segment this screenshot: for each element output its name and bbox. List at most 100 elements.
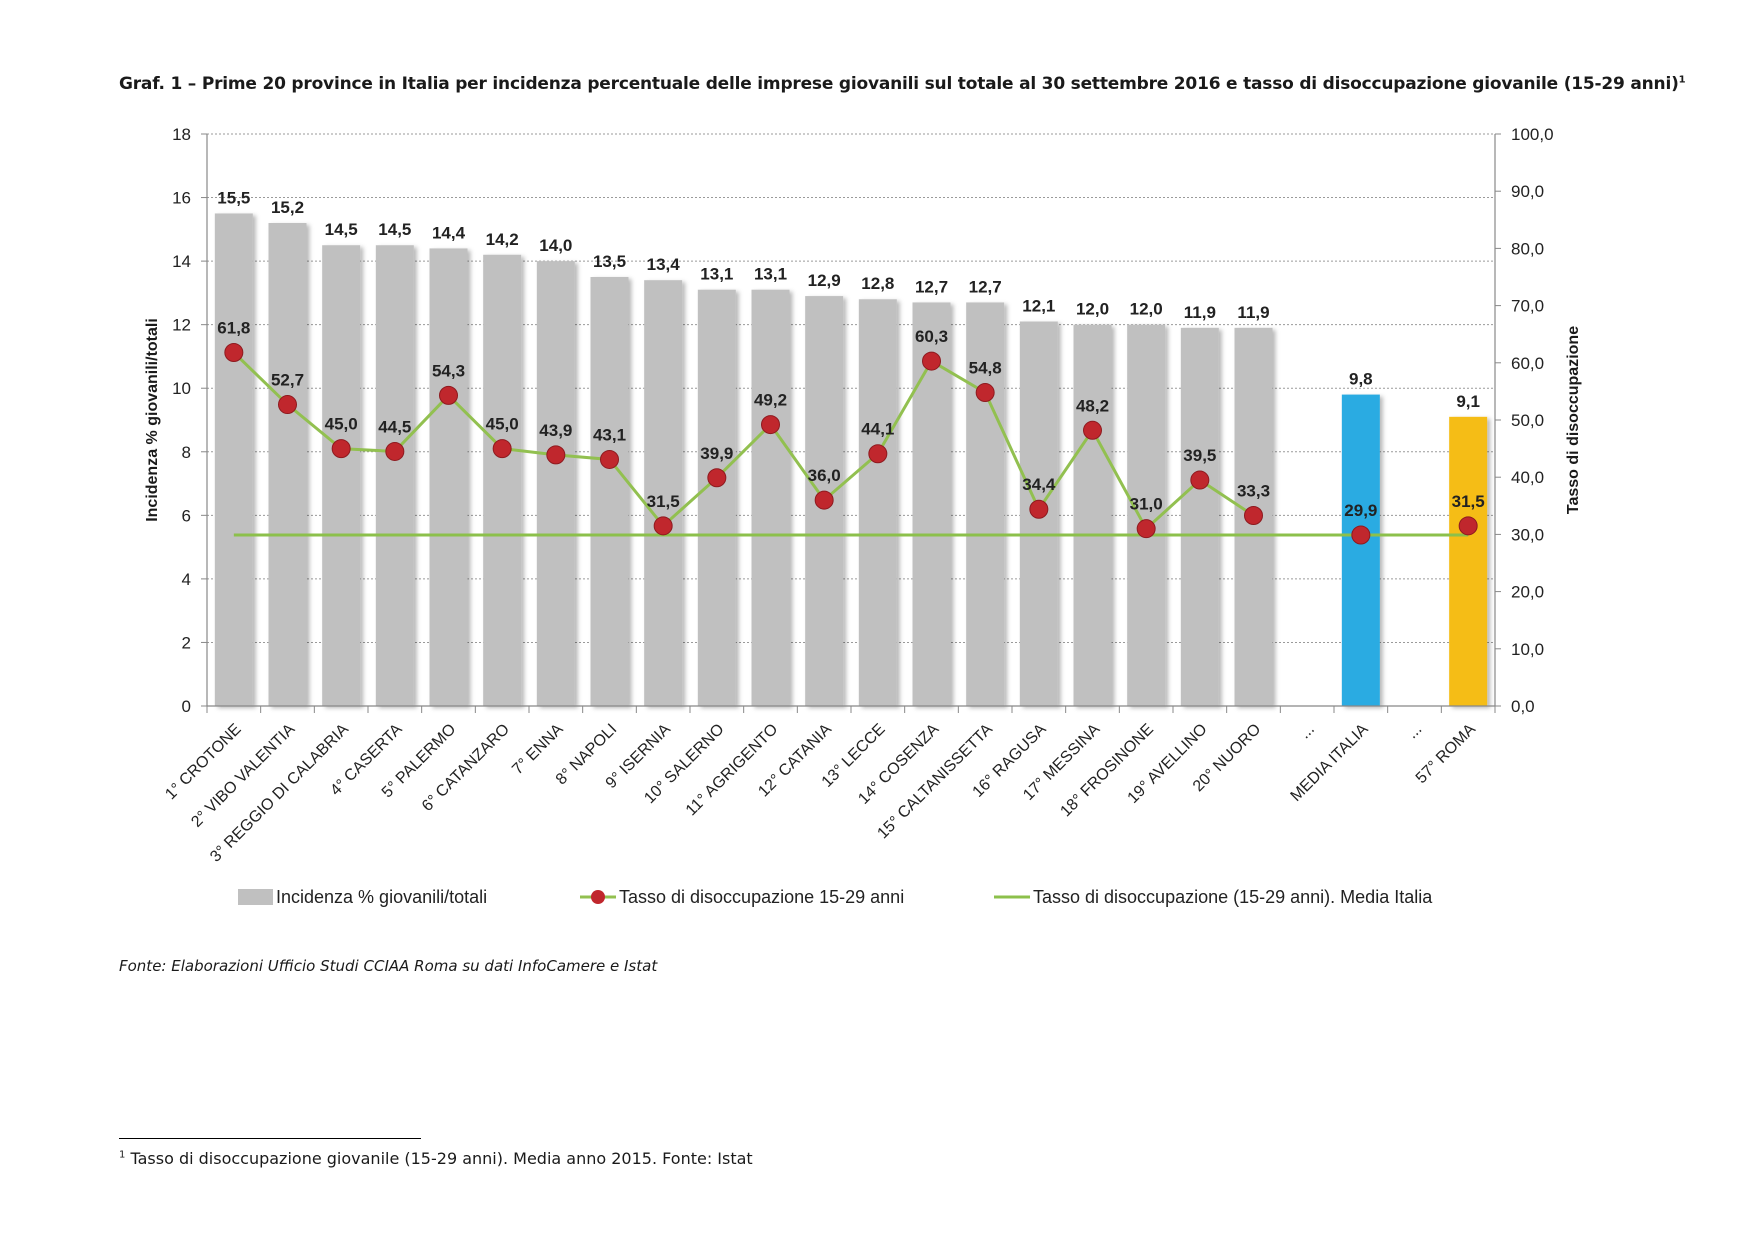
bar-value-label: 14,5 [325,220,358,239]
bar [1073,324,1112,706]
line-value-label: 48,2 [1076,396,1109,415]
x-tick-label: 11° AGRIGENTO [683,721,781,819]
y2-tick-label: 80,0 [1511,239,1544,258]
bar [858,299,897,706]
bar-value-label: 14,2 [486,230,519,249]
data-point [331,439,351,459]
bar-value-label: 12,0 [1076,300,1109,319]
bar [966,302,1005,706]
data-point [1083,420,1102,440]
data-point [546,445,566,465]
data-point [1244,506,1263,526]
bar [644,280,683,706]
legend-label-bars: Incidenza % giovanili/totali [276,887,487,907]
bar-value-label: 12,0 [1130,300,1163,319]
source-note: Fonte: Elaborazioni Ufficio Studi CCIAA … [119,957,658,975]
data-point [385,441,405,461]
data-point [1190,470,1210,490]
data-point [278,395,297,415]
x-tick-label: 2° VIBO VALENTIA [188,721,298,831]
line-value-label: 34,4 [1022,475,1056,494]
y-tick-label: 8 [182,443,191,462]
y-tick-label: 18 [172,125,191,144]
data-point [492,439,512,459]
data-point [1029,499,1049,519]
data-point [224,343,244,363]
line-value-label: 43,1 [593,425,626,444]
series-line [232,351,1255,532]
y-tick-label: 10 [172,379,191,398]
bar-value-label: 15,2 [271,198,304,217]
data-point [707,468,727,488]
y2-tick-label: 20,0 [1511,583,1544,602]
bar [751,289,790,706]
bar-value-label: 11,9 [1184,303,1216,322]
line-value-label: 31,5 [647,492,680,511]
bar [1449,416,1488,706]
line-value-label: 44,1 [861,420,894,439]
bar-value-label: 9,8 [1349,370,1373,389]
line-value-label: 43,9 [539,421,572,440]
y-tick-label: 16 [172,189,191,208]
line-value-label: 60,3 [915,327,948,346]
line-value-label: 39,5 [1183,446,1216,465]
line-value-label: 52,7 [271,371,304,390]
y2-tick-label: 30,0 [1511,525,1544,544]
y2-tick-label: 100,0 [1511,125,1554,144]
y2-tick-label: 50,0 [1511,411,1544,430]
y-tick-label: 12 [172,316,191,335]
legend-label-line: Tasso di disoccupazione 15-29 anni [619,887,904,907]
data-point [600,449,619,469]
bar-value-label: 12,9 [808,271,841,290]
line-value-label: 54,8 [969,359,1002,378]
bar [483,254,522,706]
x-tick-label: ... [1404,721,1425,742]
bar-value-label: 13,1 [700,265,733,284]
bar-value-label: 14,5 [378,220,411,239]
bar-value-label: 15,5 [217,188,250,207]
bar-value-label: 13,5 [593,252,626,271]
data-point [653,516,673,536]
y-tick-label: 14 [172,252,191,271]
line-value-label: 61,8 [217,319,250,338]
bar [268,222,307,706]
y2-tick-label: 40,0 [1511,468,1544,487]
bar-value-label: 12,7 [915,277,948,296]
bar [536,261,575,706]
data-point [814,490,834,510]
y2-axis-title: Tasso di disoccupazione [1565,326,1582,514]
line-value-label: 29,9 [1344,501,1377,520]
data-point [975,383,995,403]
legend-label-average: Tasso di disoccupazione (15-29 anni). Me… [1033,887,1433,907]
bar [590,277,629,706]
x-tick-label: 18° FROSINONE [1057,721,1157,821]
bar [429,248,468,706]
y2-tick-label: 10,0 [1511,640,1544,659]
bar-value-label: 14,4 [432,223,466,242]
bar-value-label: 11,9 [1237,303,1269,322]
y-axis-title: Incidenza % giovanili/totali [144,318,161,522]
data-point [868,444,888,464]
y-tick-label: 0 [182,697,191,716]
legend-swatch-marker [591,890,605,904]
bar [322,245,361,706]
y-tick-label: 4 [182,570,191,589]
line-value-label: 33,3 [1237,482,1270,501]
data-point [761,415,780,435]
line-value-label: 44,5 [378,417,411,436]
y2-tick-label: 0,0 [1511,697,1535,716]
bar [1180,327,1219,706]
chart-title: Graf. 1 – Prime 20 province in Italia pe… [119,74,1686,94]
legend-swatch-bars [238,889,273,905]
bar [1341,394,1380,706]
bar [697,289,736,706]
line-value-label: 49,2 [754,391,787,410]
y-tick-label: 2 [182,633,191,652]
line-value-label: 39,9 [700,444,733,463]
bar-value-label: 13,1 [754,265,787,284]
footnote-divider [119,1138,421,1139]
bar-value-label: 13,4 [647,255,681,274]
data-point [1458,516,1478,536]
bar-value-label: 14,0 [539,236,572,255]
